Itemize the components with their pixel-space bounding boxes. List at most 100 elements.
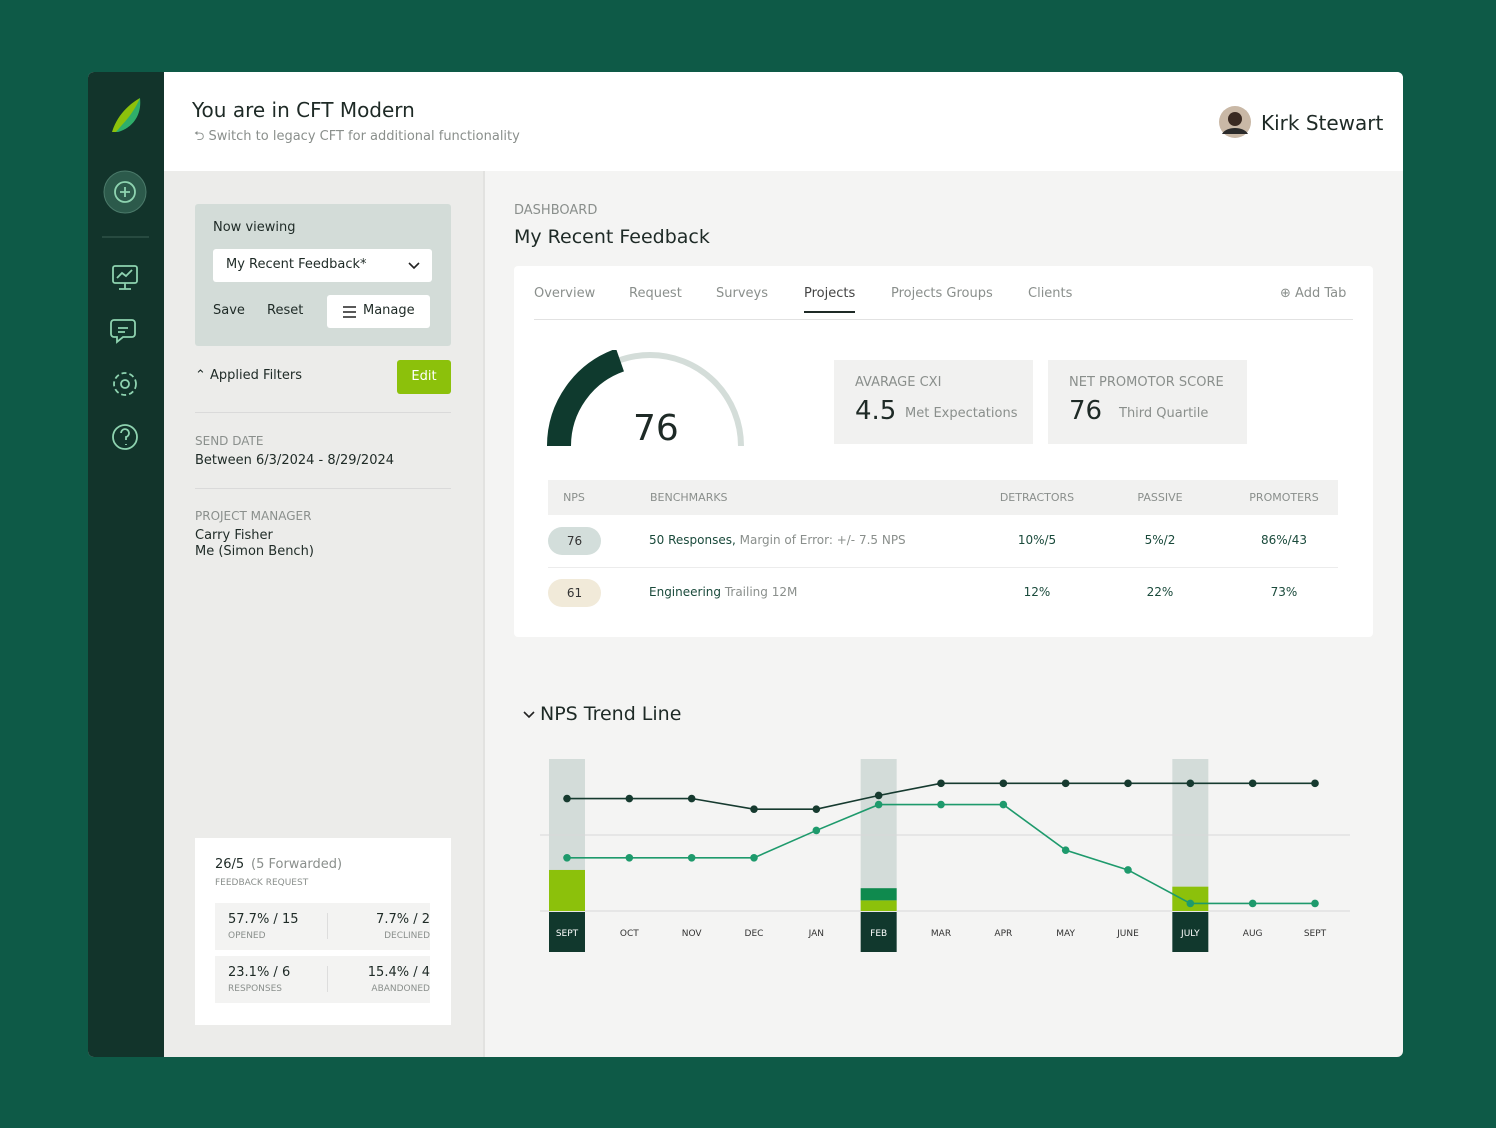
table-cell: 73% <box>1270 585 1298 599</box>
stat-value: 23.1% / 6 <box>228 965 291 980</box>
table-header-cell: BENCHMARKS <box>650 491 728 504</box>
logo-shade <box>116 98 141 132</box>
bar-segment <box>860 900 897 911</box>
trend-point <box>1311 779 1319 788</box>
row-divider <box>548 567 1338 568</box>
edit-button[interactable]: Edit <box>397 360 451 394</box>
table-cell: 12% <box>1023 585 1051 599</box>
applied-filters[interactable]: ⌃ Applied Filters <box>195 368 303 383</box>
applied-filters-text: Applied Filters <box>210 368 303 383</box>
user-name[interactable]: Kirk Stewart <box>1261 111 1384 135</box>
x-tick-label: MAY <box>1056 929 1075 939</box>
metric-value: 76 <box>1069 396 1103 426</box>
avatar <box>1219 106 1251 138</box>
highlight-label-box <box>1172 912 1209 952</box>
metric-note: Met Expectations <box>905 406 1018 421</box>
stat-box <box>215 903 430 950</box>
x-tick-label: DEC <box>745 929 764 939</box>
summary-label: FEEDBACK REQUEST <box>215 878 309 888</box>
stat-value: 7.7% / 2 <box>376 912 430 927</box>
trend-point <box>625 854 634 862</box>
project-manager-label: PROJECT MANAGER <box>195 509 312 523</box>
stat-value: 15.4% / 4 <box>367 965 430 980</box>
trend-point <box>999 800 1008 809</box>
header-bar <box>164 72 1403 171</box>
trend-point <box>874 791 883 800</box>
stat-label: RESPONSES <box>228 984 283 994</box>
now-viewing: Now viewing <box>213 220 296 235</box>
add-icon-plus <box>120 187 130 197</box>
tab-line <box>534 319 1353 320</box>
trend-point <box>1124 866 1132 874</box>
trend-point <box>812 826 821 835</box>
add-tab-text: Add Tab <box>1295 286 1347 301</box>
trend-point <box>625 794 634 803</box>
legacy-link[interactable]: ⮌ Switch to legacy CFT for additional fu… <box>194 129 520 144</box>
tab[interactable]: Projects <box>804 286 856 313</box>
stat-label: ABANDONED <box>371 984 430 994</box>
metric-value: 4.5 <box>855 396 897 426</box>
header-title: You are in CFT Modern <box>192 98 415 122</box>
trend-point <box>874 800 883 809</box>
add-tab[interactable]: ⊕ Add Tab <box>1280 286 1347 301</box>
stat-divider <box>327 966 328 992</box>
gauge-value: 76 <box>633 408 679 449</box>
tab[interactable]: Clients <box>1028 286 1073 301</box>
trend-point <box>563 854 571 862</box>
tab[interactable]: Surveys <box>716 286 768 301</box>
trend-point <box>1186 899 1195 908</box>
send-date-value: Between 6/3/2024 - 8/29/2024 <box>195 453 395 468</box>
divider <box>195 412 451 413</box>
view-select[interactable]: My Recent Feedback* <box>213 249 432 282</box>
trend-point <box>1186 779 1195 788</box>
trend-point <box>1248 779 1257 788</box>
tab[interactable]: Projects Groups <box>891 286 993 301</box>
trend-point <box>687 794 696 803</box>
trend-point <box>563 794 571 803</box>
summary-forwarded: (5 Forwarded) <box>251 857 343 872</box>
metric-label: AVARAGE CXI <box>855 375 942 390</box>
x-tick-label: AUG <box>1243 929 1263 939</box>
trend-point <box>1124 779 1132 788</box>
tab[interactable]: Overview <box>534 286 596 301</box>
stat-label: DECLINED <box>384 931 430 941</box>
sidebar-icons <box>102 98 149 450</box>
manage-label: Manage <box>363 303 415 318</box>
x-tick-label: FEB <box>870 929 887 939</box>
stat-divider <box>327 913 328 939</box>
table-header-cell: DETRACTORS <box>999 491 1075 504</box>
trend-point <box>750 854 758 862</box>
benchmark-text: Margin of Error: +/- 7.5 NPS <box>739 533 906 547</box>
tab[interactable]: Request <box>629 286 682 301</box>
x-tick-label: APR <box>994 929 1012 939</box>
bar-segment <box>549 869 585 911</box>
highlight-label-box <box>860 912 897 952</box>
chevron <box>408 262 420 270</box>
stat-box <box>215 956 430 1003</box>
stat-label: OPENED <box>228 931 266 941</box>
trend-point <box>750 805 758 813</box>
trend-point <box>937 800 945 809</box>
add-icon <box>114 181 136 203</box>
trend-point <box>687 854 696 862</box>
metric-label: NET PROMOTOR SCORE <box>1069 375 1224 390</box>
table-cell: 10%/5 <box>1017 533 1057 547</box>
reset-button[interactable]: Reset <box>267 303 304 318</box>
benchmark: 50 Responses, Margin of Error: +/- 7.5 N… <box>649 533 906 547</box>
manage-button[interactable]: Manage <box>327 295 430 328</box>
trend-point <box>999 779 1008 788</box>
table-header-cell: PASSIVE <box>1137 491 1183 504</box>
legacy-text: Switch to legacy CFT for additional func… <box>208 129 520 144</box>
nav-icons[interactable] <box>110 265 138 450</box>
chart-title: NPS Trend Line <box>540 703 682 725</box>
save-button[interactable]: Save <box>213 303 245 318</box>
menu-icon <box>343 306 356 318</box>
trend-point <box>1311 899 1319 908</box>
x-tick-label: JULY <box>1180 929 1200 939</box>
nps-pill: 61 <box>548 579 601 607</box>
x-tick-label: SEPT <box>556 929 579 939</box>
x-tick-label: MAR <box>931 929 951 939</box>
summary-count: 26/5 <box>215 857 245 872</box>
collapse-icon[interactable] <box>522 707 538 723</box>
